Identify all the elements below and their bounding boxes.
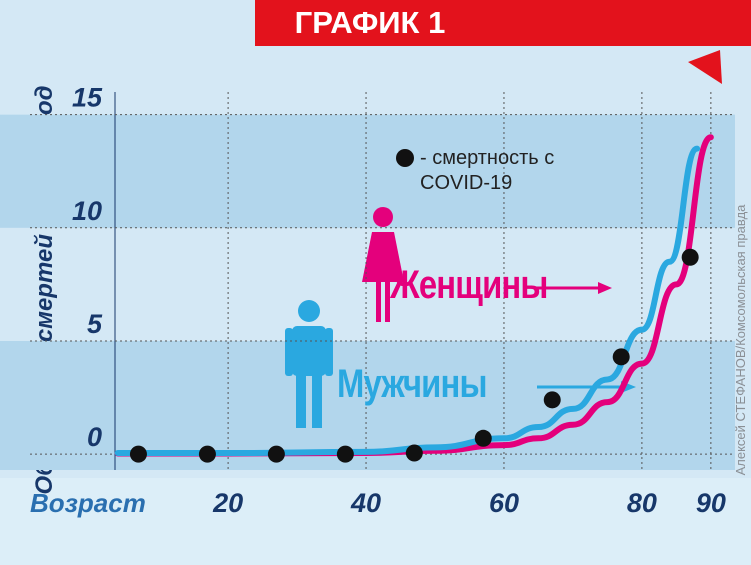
x-tick-label: 40: [350, 488, 381, 518]
legend-marker: [396, 149, 414, 167]
covid-point: [198, 445, 216, 463]
y-tick-label: 5: [87, 309, 103, 339]
band: [0, 114, 735, 228]
covid-point: [681, 248, 699, 266]
covid-point: [129, 445, 147, 463]
x-axis-area: [0, 478, 751, 565]
x-tick-label: 90: [696, 488, 726, 518]
chart-title: ГРАФИК 1: [295, 5, 446, 40]
covid-point: [405, 444, 423, 462]
legend-label: - смертность с COVID-19: [420, 147, 555, 194]
covid-point: [543, 391, 561, 409]
x-axis-label: Возраст: [30, 488, 146, 518]
woman-arrow: [535, 282, 612, 294]
covid-point: [474, 429, 492, 447]
covid-point: [612, 348, 630, 366]
woman-icon: [362, 207, 404, 322]
title-banner: [255, 0, 751, 46]
man-icon: [285, 300, 333, 428]
women-label: Женщины: [390, 263, 548, 307]
y-tick-label: 10: [72, 196, 102, 226]
band: [0, 340, 735, 470]
y-tick-label: 15: [72, 83, 103, 113]
series-line: [114, 145, 701, 457]
covid-point: [267, 445, 285, 463]
y-tick-label: 0: [87, 422, 102, 452]
banner-arrow: [688, 50, 722, 84]
covid-point: [336, 445, 354, 463]
x-tick-label: 80: [627, 488, 657, 518]
x-tick-label: 20: [212, 488, 243, 518]
credit: Алексей СТЕФАНОВ/Комсомольская правда: [733, 204, 748, 476]
x-tick-label: 60: [489, 488, 519, 518]
men-label: Мужчины: [337, 362, 488, 406]
